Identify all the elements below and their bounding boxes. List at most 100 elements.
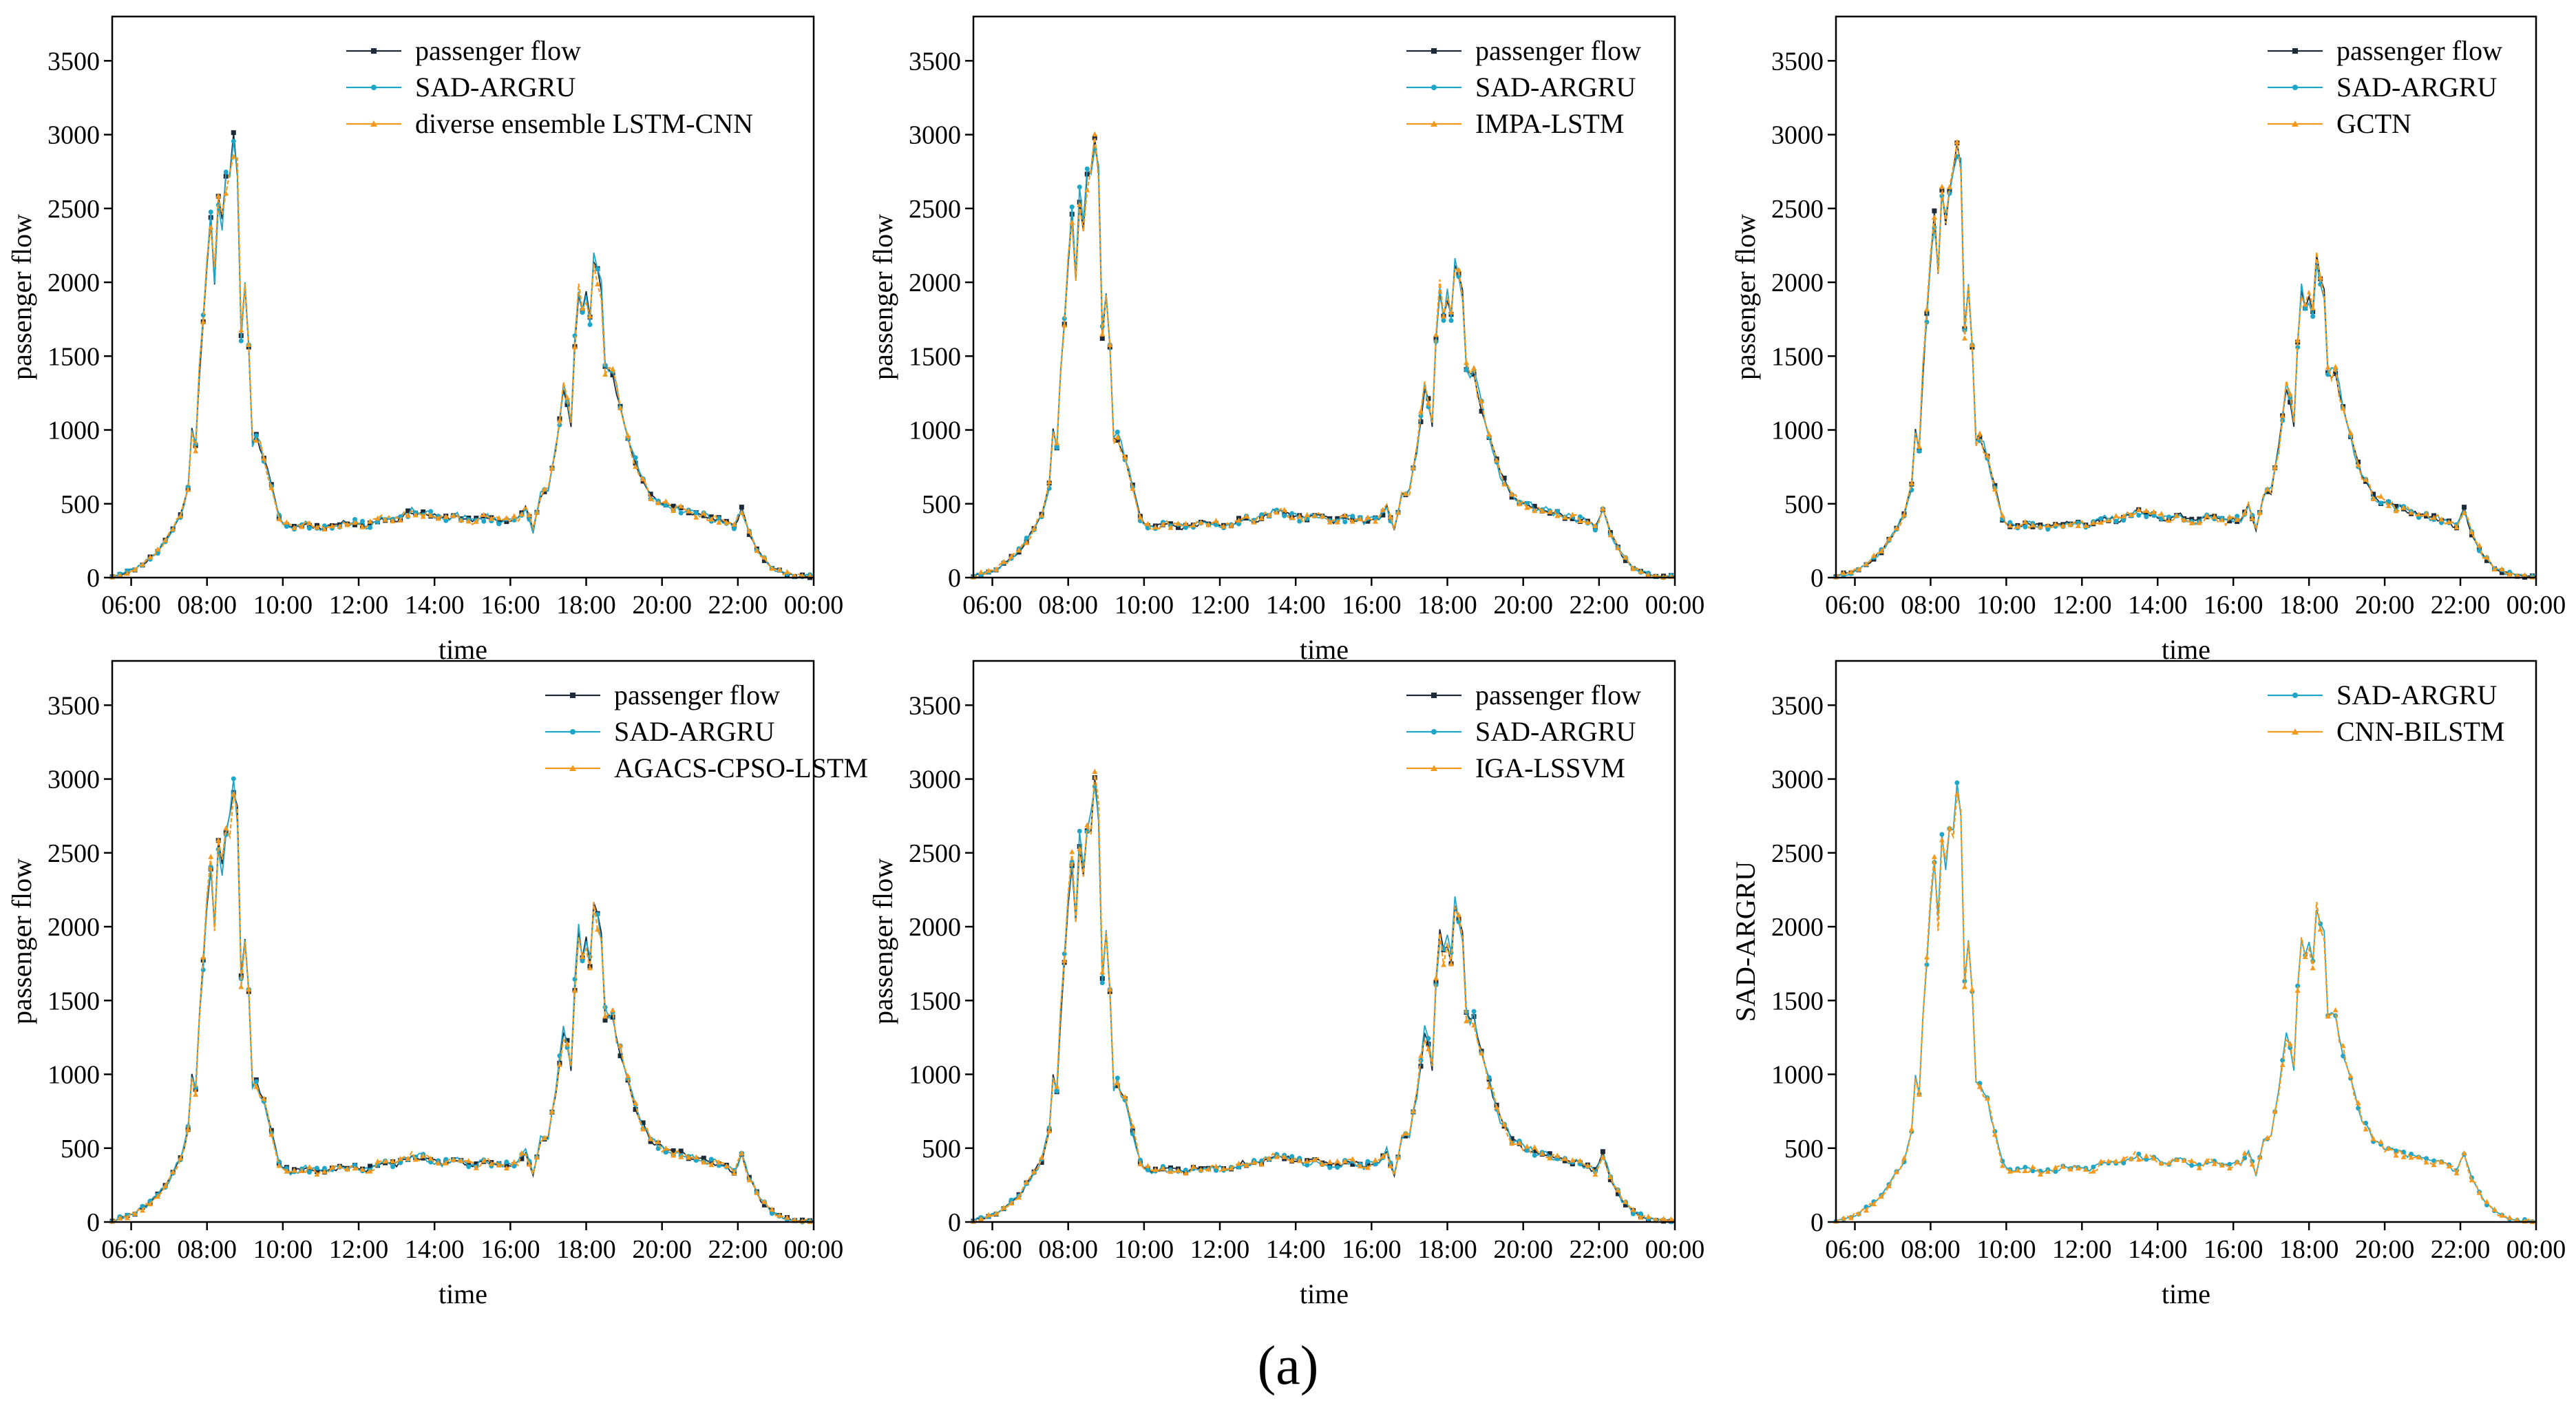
series-point	[693, 514, 699, 520]
series-point	[1069, 219, 1075, 225]
series-point	[1099, 980, 1105, 986]
x-tick-label: 08:00	[1901, 1235, 1961, 1264]
series-point	[1327, 519, 1333, 525]
y-tick-label: 2500	[909, 839, 961, 868]
series-point	[1214, 1168, 1219, 1173]
series-point	[2226, 514, 2232, 520]
series-point	[2294, 987, 2301, 993]
series-point	[2091, 1164, 2096, 1170]
y-tick-label: 3000	[47, 121, 100, 150]
legend-entry: IGA-LSSVM	[1406, 752, 1625, 783]
series-point	[1532, 507, 1538, 514]
y-tick-label: 1000	[1771, 1061, 1824, 1090]
series-point	[2424, 1156, 2429, 1161]
series-point	[1425, 400, 1431, 405]
series-point	[337, 1163, 343, 1169]
series-point	[299, 523, 305, 529]
legend-entry: diverse ensemble LSTM-CNN	[346, 108, 753, 139]
series-point	[1228, 523, 1234, 528]
series-point	[1175, 520, 1181, 526]
series-point	[2310, 305, 2316, 310]
series-point	[2121, 518, 2126, 523]
series-point	[1062, 958, 1068, 963]
series-point	[2241, 1150, 2248, 1156]
series-point	[1638, 569, 1644, 574]
series-point	[488, 1161, 494, 1166]
series-point	[2204, 512, 2210, 518]
series-point	[390, 1158, 396, 1164]
series-point	[1931, 854, 1937, 859]
series-point	[625, 432, 631, 438]
series-point	[2446, 1163, 2452, 1169]
series-point	[2317, 926, 2323, 932]
y-tick-label: 2000	[1771, 913, 1824, 942]
series-point	[1046, 1128, 1053, 1133]
series-point	[421, 509, 426, 514]
x-tick-label: 08:00	[1038, 1235, 1098, 1264]
series-point	[458, 517, 464, 523]
y-tick-label: 1000	[47, 417, 100, 445]
series-point	[671, 1152, 677, 1158]
legend-entry: SAD-ARGRU	[2268, 679, 2497, 710]
series-point	[1653, 1216, 1659, 1223]
y-tick-label: 0	[948, 564, 961, 593]
series-point	[367, 1168, 373, 1174]
series-point	[1961, 984, 1967, 989]
series-point	[1547, 509, 1553, 514]
series-point	[1289, 514, 1295, 520]
series-point	[2211, 1161, 2217, 1166]
series-point	[344, 1166, 350, 1172]
series-point	[314, 1171, 320, 1177]
series-point	[986, 567, 992, 573]
x-tick-label: 08:00	[177, 591, 237, 620]
series-point	[978, 1216, 984, 1222]
series-point	[2113, 1158, 2119, 1164]
series-point	[1630, 566, 1636, 571]
series-point	[1441, 962, 1447, 967]
x-tick-label: 00:00	[1645, 591, 1705, 620]
series-point	[678, 1148, 684, 1154]
series-point	[1939, 836, 1945, 843]
series-point	[261, 455, 267, 461]
series-point	[731, 521, 737, 527]
series-point	[1107, 986, 1113, 992]
series-point	[1932, 208, 1937, 213]
series-point	[1562, 514, 1568, 520]
series-point	[1009, 1197, 1014, 1203]
series-point	[132, 1210, 138, 1216]
y-tick-label: 500	[1784, 490, 1824, 519]
series-point	[1554, 512, 1561, 518]
series-point	[2249, 515, 2255, 521]
series-point	[716, 519, 722, 525]
series-point	[1509, 491, 1515, 497]
chart-panel-3: 0 500 1000 1500 2000 2500 3000 3500 06:00 08:00 10…	[1730, 15, 2566, 665]
series-point	[1387, 1163, 1393, 1168]
y-tick-label: 500	[922, 490, 961, 519]
series-point	[1992, 483, 1998, 488]
y-tick-label: 1500	[1771, 342, 1824, 371]
series-point	[1969, 986, 1975, 992]
series-point	[1335, 1161, 1340, 1167]
series-point	[1417, 408, 1424, 414]
y-tick-label: 500	[922, 1135, 961, 1163]
series-point	[474, 1161, 479, 1167]
series-point	[518, 1150, 525, 1156]
series-point	[2128, 1155, 2134, 1161]
series-point	[193, 447, 199, 454]
series-point	[488, 516, 494, 521]
series-point	[2469, 529, 2475, 535]
series-point	[1954, 138, 1960, 145]
series-point	[1448, 309, 1455, 315]
series-point	[2007, 520, 2013, 525]
series-point	[170, 1169, 176, 1174]
series-point	[595, 281, 601, 287]
series-point	[1870, 552, 1877, 558]
series-point	[1426, 1035, 1431, 1041]
series-point	[602, 371, 609, 377]
series-point	[716, 1159, 722, 1165]
series-point	[526, 512, 532, 518]
series-point	[1886, 536, 1892, 542]
series-point	[564, 1037, 570, 1043]
series-point	[1426, 1042, 1431, 1047]
y-tick-label: 1500	[909, 342, 961, 371]
